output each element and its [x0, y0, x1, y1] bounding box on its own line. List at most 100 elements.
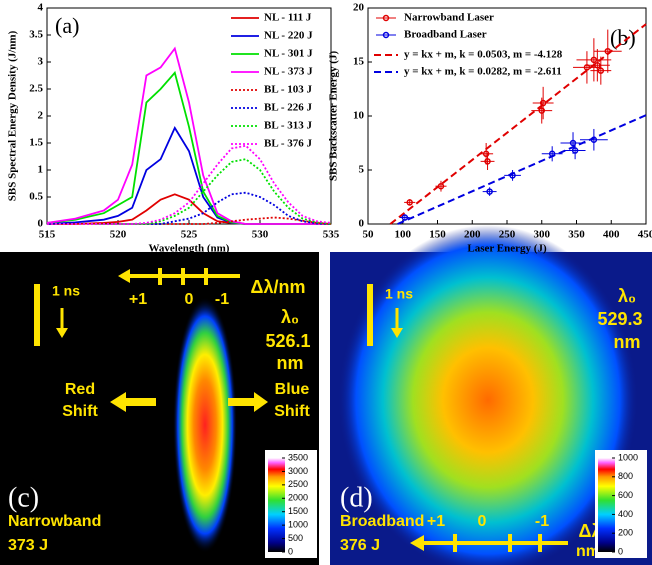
x-tick-label: 100	[395, 229, 412, 241]
x-axis-label: Wavelength (nm)	[149, 243, 230, 255]
x-axis-label: Laser Energy (J)	[467, 243, 547, 255]
point	[590, 56, 598, 64]
colorbar-tick-label: 1500	[288, 506, 308, 516]
annotation: -1	[535, 513, 549, 530]
legend-marker	[382, 31, 390, 39]
annotation: Shift	[62, 403, 98, 420]
y-axis-label: SBS Backscatter Energy (J)	[328, 51, 340, 182]
colorbar-tick-label: 2500	[288, 479, 308, 489]
streak-d	[338, 225, 638, 565]
y-tick-label: 2.5	[29, 83, 43, 95]
y-tick-label: 0	[359, 218, 365, 230]
line-series	[47, 144, 332, 225]
y-tick-label: 15	[353, 56, 365, 68]
line-series	[47, 193, 331, 225]
point	[406, 199, 413, 206]
annotation: 1 ns	[385, 286, 413, 302]
point	[548, 150, 556, 158]
fit-line	[389, 23, 647, 225]
point	[597, 67, 605, 74]
streak-c	[173, 297, 237, 553]
annotation: Broadband	[340, 513, 424, 530]
colorbar-tick-label: 200	[618, 528, 633, 538]
colorbar-tick-label: 600	[618, 490, 633, 500]
annotation: Blue	[275, 381, 310, 398]
point	[486, 188, 493, 195]
x-tick-label: 300	[534, 229, 551, 241]
y-tick-label: 3.5	[29, 29, 43, 41]
annotation: λ₀	[281, 307, 299, 327]
annotation: nm	[277, 353, 304, 373]
annotation: 0	[185, 291, 194, 308]
y-tick-label: 5	[359, 164, 365, 176]
point	[590, 136, 598, 144]
annotation: +1	[427, 513, 445, 530]
y-tick-label: 0	[38, 218, 44, 230]
colorbar-tick-label: 3000	[288, 466, 308, 476]
x-tick-label: 530	[252, 229, 269, 241]
y-tick-label: 1	[38, 164, 44, 176]
colorbar-tick-label: 1000	[288, 520, 308, 530]
colorbar	[598, 458, 615, 552]
x-tick-label: 200	[464, 229, 481, 241]
colorbar	[268, 458, 285, 552]
x-tick-label: 535	[323, 229, 340, 241]
legend-label: BL - 103 J	[264, 84, 312, 96]
annotation: nm	[576, 543, 600, 560]
point	[604, 47, 612, 55]
x-tick-label: 400	[603, 229, 620, 241]
annotation: Shift	[274, 403, 310, 420]
point	[594, 61, 601, 69]
x-tick-label: 350	[568, 229, 585, 241]
annotation: 376 J	[340, 537, 380, 554]
point	[482, 150, 490, 158]
x-tick-label: 50	[363, 229, 375, 241]
legend-label: NL - 111 J	[264, 12, 312, 24]
annotation: 1 ns	[52, 283, 80, 299]
panel-label: (a)	[55, 13, 79, 38]
legend-label: NL - 301 J	[264, 48, 313, 60]
x-tick-label: 450	[638, 229, 652, 241]
legend-label: y = kx + m, k = 0.0282, m = -2.611	[404, 66, 562, 78]
x-tick-label: 515	[39, 229, 56, 241]
legend-label: BL - 313 J	[264, 120, 312, 132]
point	[538, 107, 545, 114]
colorbar-tick-label: 400	[618, 509, 633, 519]
legend-label: Narrowband Laser	[404, 12, 494, 24]
legend-label: BL - 376 J	[264, 138, 312, 150]
annotation: nm	[614, 332, 641, 352]
point	[571, 147, 579, 154]
colorbar-tick-label: 3500	[288, 452, 308, 462]
annotation: 0	[478, 513, 487, 530]
y-tick-label: 4	[38, 2, 44, 14]
legend-label: BL - 226 J	[264, 102, 312, 114]
point	[484, 158, 491, 165]
legend-label: NL - 220 J	[264, 30, 313, 42]
x-tick-label: 520	[110, 229, 127, 241]
y-tick-label: 1.5	[29, 137, 43, 149]
y-tick-label: 3	[38, 56, 44, 68]
line-series	[46, 46, 331, 225]
fit-line	[397, 114, 647, 225]
annotation: +1	[129, 291, 147, 308]
x-tick-label: 525	[181, 229, 198, 241]
y-tick-label: 10	[353, 110, 365, 122]
glyphs	[34, 268, 568, 552]
colorbar-tick-label: 500	[288, 533, 303, 543]
legend-label: Broadband Laser	[404, 29, 487, 41]
panel-label: (d)	[340, 482, 373, 513]
annotation: -1	[215, 291, 229, 308]
annotation: 373 J	[8, 537, 48, 554]
colorbar-tick-label: 0	[288, 546, 293, 556]
y-tick-label: 20	[353, 2, 365, 14]
y-axis-label: SBS Spectral Energy Density (J/nm)	[7, 30, 19, 201]
point	[539, 99, 547, 107]
colorbar-tick-label: 0	[618, 546, 623, 556]
y-tick-label: 0.5	[29, 191, 43, 203]
annotation: Narrowband	[8, 513, 101, 530]
colorbar-tick-label: 800	[618, 471, 633, 481]
colorbar-tick-label: 1000	[618, 452, 638, 462]
line-series	[47, 191, 332, 225]
line-series	[47, 216, 332, 225]
